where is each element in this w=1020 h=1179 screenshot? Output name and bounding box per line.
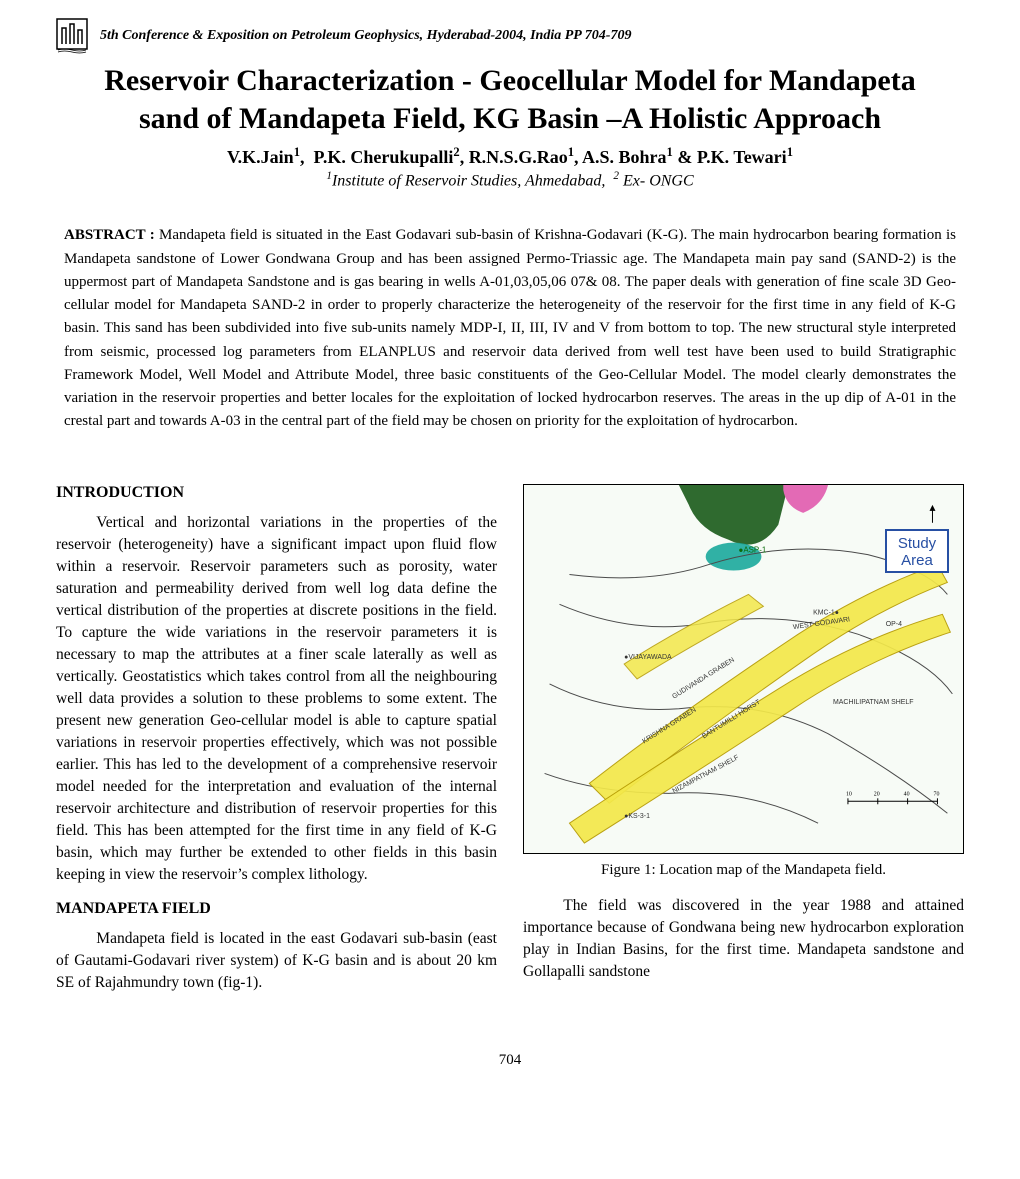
- svg-text:20: 20: [874, 791, 880, 797]
- field-paragraph-2: The field was discovered in the year 198…: [523, 895, 964, 983]
- conference-line: 5th Conference & Exposition on Petroleum…: [100, 28, 631, 44]
- intro-paragraph: Vertical and horizontal variations in th…: [56, 512, 497, 886]
- authors: V.K.Jain1, P.K. Cherukupalli2, R.N.S.G.R…: [56, 145, 964, 168]
- figure-1-caption: Figure 1: Location map of the Mandapeta …: [523, 862, 964, 879]
- svg-text:●ASP-1: ●ASP-1: [739, 545, 767, 554]
- svg-text:70: 70: [933, 791, 939, 797]
- svg-text:40: 40: [904, 791, 910, 797]
- svg-text:●VIJAYAWADA: ●VIJAYAWADA: [624, 654, 672, 661]
- section-heading-field: MANDAPETA FIELD: [56, 900, 497, 918]
- abstract-label: ABSTRACT :: [64, 227, 159, 243]
- section-heading-introduction: INTRODUCTION: [56, 484, 497, 502]
- right-column: ●ASP-1 KMC-1● WEST GODAVARI GUDIVANDA GR…: [523, 484, 964, 1008]
- field-paragraph-1: Mandapeta field is located in the east G…: [56, 928, 497, 994]
- svg-text:OP-4: OP-4: [886, 621, 902, 628]
- study-area-callout: Study Area: [885, 529, 949, 573]
- svg-text:●KS-3-1: ●KS-3-1: [624, 813, 650, 820]
- svg-text:10: 10: [846, 791, 852, 797]
- affiliations: 1Institute of Reservoir Studies, Ahmedab…: [56, 170, 964, 190]
- svg-text:KMC-1●: KMC-1●: [813, 609, 839, 616]
- page-number: 704: [56, 1052, 964, 1069]
- abstract: ABSTRACT : Mandapeta field is situated i…: [64, 224, 956, 433]
- left-column: INTRODUCTION Vertical and horizontal var…: [56, 484, 497, 1008]
- paper-header: 5th Conference & Exposition on Petroleum…: [56, 18, 964, 54]
- svg-text:MACHILIPATNAM SHELF: MACHILIPATNAM SHELF: [833, 698, 914, 705]
- paper-title: Reservoir Characterization - Geocellular…: [92, 62, 928, 137]
- figure-1-map: ●ASP-1 KMC-1● WEST GODAVARI GUDIVANDA GR…: [523, 484, 964, 854]
- spwla-logo-icon: [56, 18, 88, 54]
- two-column-body: INTRODUCTION Vertical and horizontal var…: [56, 484, 964, 1008]
- abstract-text: Mandapeta field is situated in the East …: [64, 227, 956, 429]
